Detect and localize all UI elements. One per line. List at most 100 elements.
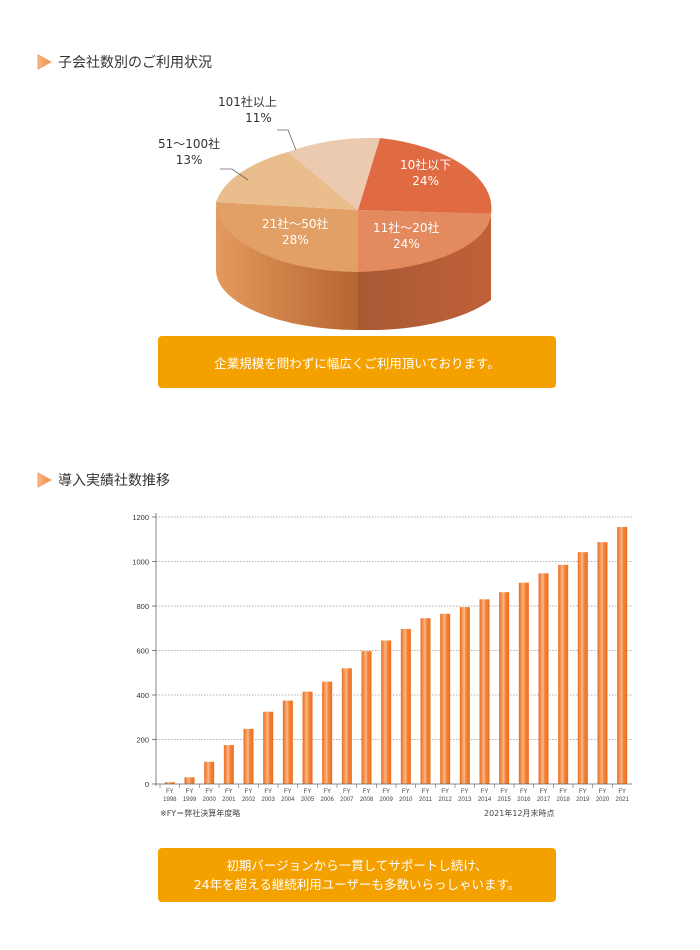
svg-text:2006: 2006 (320, 797, 334, 803)
svg-text:FY: FY (205, 789, 213, 795)
svg-text:2020: 2020 (596, 797, 610, 803)
svg-text:600: 600 (136, 647, 149, 656)
pie-label-10-or-less: 10社以下 24% (400, 158, 452, 188)
pie-slice-21-50 (216, 202, 358, 272)
svg-text:FY: FY (559, 789, 567, 795)
bar-chart-graphic: 0 200 400 600 800 1000 1200 FY 1998 FY 1999 FY 2000… (132, 513, 632, 803)
svg-text:FY: FY (186, 789, 194, 795)
svg-text:2019: 2019 (576, 797, 590, 803)
bar-FY-2008 (361, 651, 372, 784)
section-title-text: 導入実績社数推移 (58, 473, 170, 489)
pie-slice-51-100 (216, 152, 358, 210)
bars (164, 527, 628, 784)
bar-FY-2012 (440, 613, 451, 784)
svg-text:2011: 2011 (419, 797, 433, 803)
bar-FY-2019 (577, 552, 588, 784)
svg-text:FY: FY (461, 789, 469, 795)
svg-text:2010: 2010 (399, 797, 413, 803)
svg-text:FY: FY (540, 789, 548, 795)
pie-slice-11-20 (358, 210, 491, 272)
svg-text:FY: FY (618, 789, 626, 795)
svg-text:2001: 2001 (222, 797, 236, 803)
svg-text:FY: FY (284, 789, 292, 795)
pie-chart: 101社以上 11% 51〜100社 13% 10社以下 24% 11社〜20社… (158, 90, 540, 331)
pie-label-51-100: 51〜100社 13% (158, 137, 221, 167)
bar-FY-2000 (204, 761, 215, 784)
pie-slice-101-plus (288, 137, 380, 210)
pie-label-101-plus: 101社以上 11% (218, 95, 277, 125)
svg-text:FY: FY (245, 789, 253, 795)
svg-text:1000: 1000 (132, 558, 149, 567)
svg-text:2007: 2007 (340, 797, 354, 803)
bar-FY-1999 (184, 777, 195, 784)
pie-label-11-20: 11社〜20社 24% (373, 221, 440, 251)
x-axis: FY 1998 FY 1999 FY 2000 FY 2001 FY 2002 FY 2003 FY 20… (156, 783, 632, 803)
svg-text:1999: 1999 (183, 797, 197, 803)
svg-text:2009: 2009 (379, 797, 393, 803)
bar-FY-2005 (302, 691, 313, 784)
bar-FY-1998 (164, 782, 175, 784)
svg-text:FY: FY (481, 789, 489, 795)
svg-text:2021: 2021 (615, 797, 629, 803)
svg-text:2016: 2016 (517, 797, 531, 803)
svg-text:800: 800 (136, 602, 149, 611)
svg-text:2004: 2004 (281, 797, 295, 803)
bar-FY-2017 (538, 573, 549, 784)
bar-FY-2006 (322, 681, 333, 784)
svg-text:FY: FY (264, 789, 272, 795)
svg-text:2014: 2014 (478, 797, 492, 803)
svg-text:2000: 2000 (202, 797, 216, 803)
y-axis: 0 200 400 600 800 1000 1200 (132, 513, 157, 789)
bar-chart: 0 200 400 600 800 1000 1200 FY 1998 FY 1999 FY 2000… (120, 505, 640, 825)
svg-text:2002: 2002 (242, 797, 256, 803)
triangle-bullet-icon (37, 472, 52, 488)
bar-FY-2010 (400, 628, 411, 784)
svg-text:FY: FY (304, 789, 312, 795)
svg-text:FY: FY (579, 789, 587, 795)
banner-text: 企業規模を問わずに幅広くご利用頂いております。 (214, 355, 500, 371)
info-banner-support: 初期バージョンから一貫してサポートし続け、 24年を超える継続利用ユーザーも多数… (158, 848, 556, 902)
leader-line-51-100 (220, 168, 249, 181)
svg-text:400: 400 (136, 691, 149, 700)
bar-FY-2018 (558, 564, 569, 784)
triangle-bullet-icon (37, 54, 52, 70)
svg-text:0: 0 (145, 780, 149, 789)
bar-FY-2020 (597, 542, 608, 784)
fy-footnote: ※FY＝弊社決算年度略 (160, 809, 241, 818)
svg-text:2003: 2003 (261, 797, 275, 803)
bar-FY-2004 (282, 700, 293, 784)
svg-text:1998: 1998 (163, 797, 177, 803)
svg-text:FY: FY (323, 789, 331, 795)
y-gridlines (156, 516, 632, 740)
svg-text:2017: 2017 (537, 797, 551, 803)
bar-FY-2001 (223, 745, 234, 784)
svg-text:FY: FY (225, 789, 233, 795)
bar-FY-2007 (341, 668, 352, 784)
svg-text:1200: 1200 (132, 513, 149, 522)
svg-text:FY: FY (500, 789, 508, 795)
svg-text:FY: FY (599, 789, 607, 795)
bar-FY-2011 (420, 618, 431, 784)
section-title-adoption-trend: 導入実績社数推移 (36, 470, 170, 490)
svg-text:2005: 2005 (301, 797, 315, 803)
info-banner-usage: 企業規模を問わずに幅広くご利用頂いております。 (158, 336, 556, 388)
bar-FY-2015 (499, 592, 510, 784)
svg-text:2015: 2015 (497, 797, 511, 803)
svg-text:2012: 2012 (438, 797, 452, 803)
svg-text:2013: 2013 (458, 797, 472, 803)
svg-text:2018: 2018 (556, 797, 570, 803)
as-of-date: 2021年12月末時点 (484, 809, 555, 818)
bar-FY-2003 (263, 711, 274, 784)
svg-text:FY: FY (166, 789, 174, 795)
svg-text:2008: 2008 (360, 797, 374, 803)
bar-FY-2002 (243, 728, 254, 784)
section-title-text: 子会社数別のご利用状況 (58, 55, 212, 71)
svg-text:FY: FY (343, 789, 351, 795)
svg-text:FY: FY (402, 789, 410, 795)
pie-label-21-50: 21社〜50社 28% (262, 217, 329, 247)
bar-FY-2013 (459, 607, 470, 784)
svg-text:FY: FY (422, 789, 430, 795)
bar-FY-2021 (617, 527, 628, 784)
bar-FY-2014 (479, 599, 490, 784)
section-title-subsidiary-usage: 子会社数別のご利用状況 (36, 52, 212, 72)
